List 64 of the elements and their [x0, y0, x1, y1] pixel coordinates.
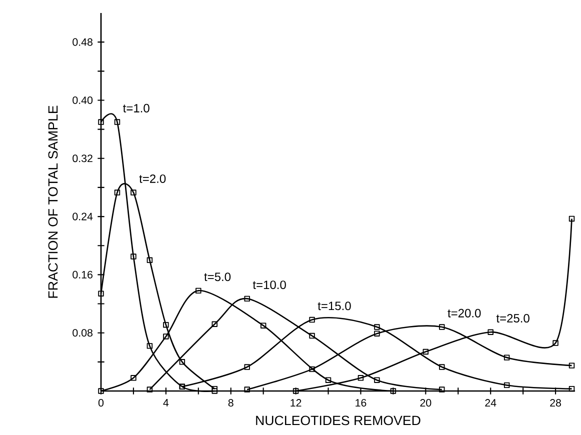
point [568, 216, 575, 222]
point [244, 364, 250, 370]
series-label: t=10.0 [252, 280, 286, 290]
point [260, 322, 266, 328]
x-tick-label: 0 [98, 399, 104, 407]
point [374, 377, 380, 383]
point [439, 386, 445, 392]
y-tick-label: 0.40 [72, 96, 93, 104]
point [358, 375, 364, 381]
y-tick-label: 0.16 [72, 270, 92, 278]
point [568, 386, 575, 392]
x-tick-label: 16 [356, 399, 366, 407]
series-label: t=2.0 [139, 174, 166, 183]
point [146, 386, 153, 392]
x-tick-label: 24 [485, 399, 496, 406]
point [552, 340, 558, 346]
point [309, 332, 315, 339]
series-label: t=1.0 [123, 104, 150, 112]
point [98, 290, 104, 296]
series-label: t=20.0 [448, 308, 481, 318]
x-tick-label: 28 [550, 399, 561, 407]
point [439, 364, 445, 370]
point [439, 324, 445, 330]
series-label: t=5.0 [204, 272, 231, 282]
point [504, 382, 510, 388]
point [130, 190, 136, 196]
point [163, 334, 169, 340]
point [244, 296, 250, 302]
point [374, 324, 380, 330]
point [374, 330, 380, 336]
point [568, 362, 575, 368]
x-tick-label: 12 [290, 399, 302, 406]
point [212, 388, 218, 394]
point [244, 386, 250, 392]
point [146, 257, 153, 264]
point [309, 366, 315, 372]
point [130, 375, 136, 381]
point [196, 288, 202, 294]
point [325, 377, 332, 383]
point [130, 254, 136, 260]
point [422, 348, 429, 355]
point [114, 119, 120, 125]
point [390, 388, 396, 394]
point [504, 354, 510, 360]
point [114, 190, 120, 196]
point [488, 329, 494, 335]
x-tick-label: 4 [163, 399, 169, 406]
x-axis-title: NUCLEOTIDES REMOVED [256, 416, 420, 426]
point [146, 343, 153, 349]
point [163, 322, 169, 328]
y-axis-title: FRACTION OF TOTAL SAMPLE [48, 106, 58, 298]
y-tick-label: 0.24 [72, 212, 93, 220]
point [212, 321, 218, 327]
point [179, 359, 186, 365]
point [309, 316, 315, 323]
x-tick-label: 20 [420, 399, 432, 407]
x-tick-label: 8 [228, 399, 234, 407]
series-label: t=25.0 [496, 314, 530, 323]
y-tick-label: 0.48 [72, 38, 92, 46]
series-label: t=15.0 [318, 302, 351, 310]
y-tick-label: 0.32 [72, 154, 92, 162]
y-tick-label: 0.08 [72, 329, 92, 337]
point [98, 119, 104, 125]
point [292, 388, 299, 394]
